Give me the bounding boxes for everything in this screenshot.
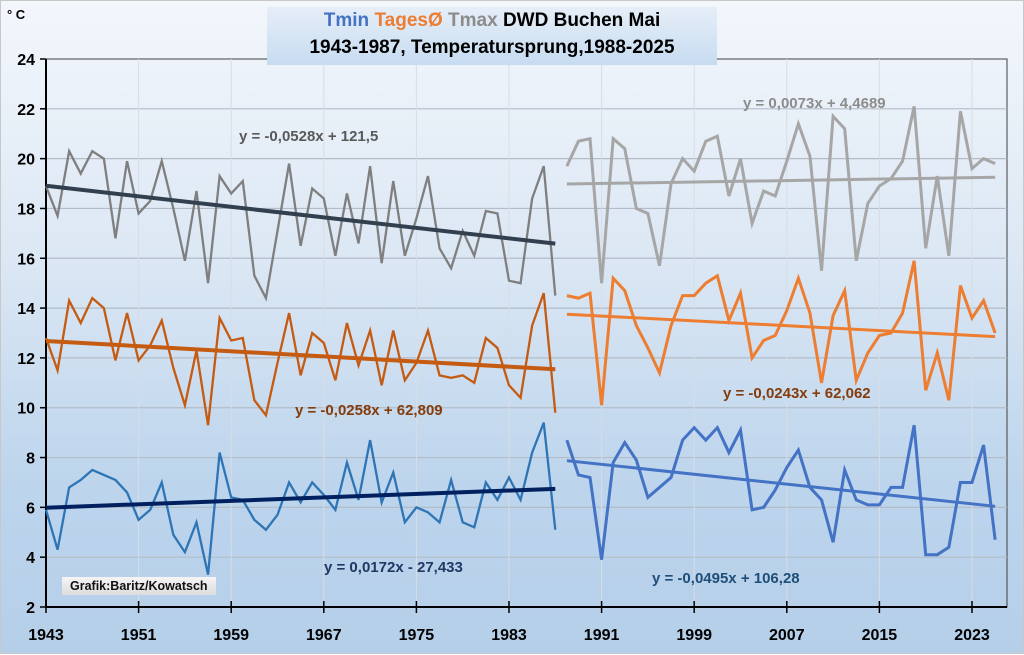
trendline-equation-label: y = -0,0528x + 121,5 xyxy=(239,128,378,145)
title-tmax: Tmax xyxy=(448,10,498,31)
y-tick-label: 16 xyxy=(17,251,35,268)
trendline-tmin-1988-2025 xyxy=(566,459,996,508)
series-line-tages-mittel-1943-1987 xyxy=(44,292,557,426)
trendline-equation-label: y = 0,0172x - 27,433 xyxy=(324,559,463,576)
x-tick-label: 1967 xyxy=(306,627,342,644)
x-tick-label: 1951 xyxy=(121,627,157,644)
y-tick-label: 8 xyxy=(26,451,35,468)
y-tick-label: 12 xyxy=(17,351,35,368)
trendline-equation-label: y = -0,0243x + 62,062 xyxy=(723,385,871,402)
x-tick-label: 1991 xyxy=(584,627,620,644)
series-line-tmin-1988-2025 xyxy=(565,424,997,560)
x-tick-label: 2015 xyxy=(862,627,898,644)
series-line-tages-mittel-1988-2025 xyxy=(566,260,997,406)
x-tick-label: 1983 xyxy=(491,627,527,644)
x-tick-label: 1999 xyxy=(676,627,712,644)
chart-title: Tmin TagesØ Tmax DWD Buchen Mai xyxy=(267,7,717,34)
trendline-tmax-1943-1987 xyxy=(45,183,556,246)
trendline-equation-label: y = -0,0495x + 106,28 xyxy=(652,570,800,587)
x-tick-label: 1943 xyxy=(28,627,64,644)
y-tick-label: 22 xyxy=(17,102,35,119)
trendline-tages-mittel-1943-1987 xyxy=(45,338,556,372)
y-tick-label: 18 xyxy=(17,201,35,218)
y-tick-label: 4 xyxy=(26,550,35,567)
chart-title-box: Tmin TagesØ Tmax DWD Buchen Mai 1943-198… xyxy=(267,7,717,65)
trendline-tages-mittel-1988-2025 xyxy=(566,312,996,339)
trendline-equation-label: y = -0,0258x + 62,809 xyxy=(295,402,443,419)
x-tick-label: 2007 xyxy=(769,627,805,644)
y-tick-label: 14 xyxy=(17,301,35,318)
chart-subtitle: 1943-1987, Temperatursprung,1988-2025 xyxy=(309,37,675,58)
trendline-equation-label: y = 0,0073x + 4,4689 xyxy=(743,95,886,112)
y-tick-label: 2 xyxy=(26,600,35,617)
series-line-tmax-1943-1987 xyxy=(44,147,557,302)
y-axis-unit-label: ° C xyxy=(7,7,26,22)
y-tick-label: 10 xyxy=(17,401,35,418)
y-tick-label: 20 xyxy=(17,152,35,169)
credit-label: Grafik:Baritz/Kowatsch xyxy=(62,577,216,595)
x-tick-label: 1975 xyxy=(399,627,435,644)
series-line-tmin-1943-1987 xyxy=(44,422,557,575)
trendline-tmin-1943-1987 xyxy=(45,486,556,510)
plot-area-border xyxy=(45,58,1008,608)
title-tmin: Tmin xyxy=(323,10,370,31)
series-line-tmax-1988-2025 xyxy=(565,106,996,284)
title-station: DWD Buchen Mai xyxy=(502,10,661,31)
y-tick-label: 24 xyxy=(17,52,35,69)
title-tagesmittel: TagesØ xyxy=(374,10,443,31)
y-tick-label: 6 xyxy=(26,500,35,517)
x-tick-label: 2023 xyxy=(954,627,990,644)
x-tick-label: 1959 xyxy=(213,627,249,644)
trendline-tmax-1988-2025 xyxy=(566,175,996,186)
